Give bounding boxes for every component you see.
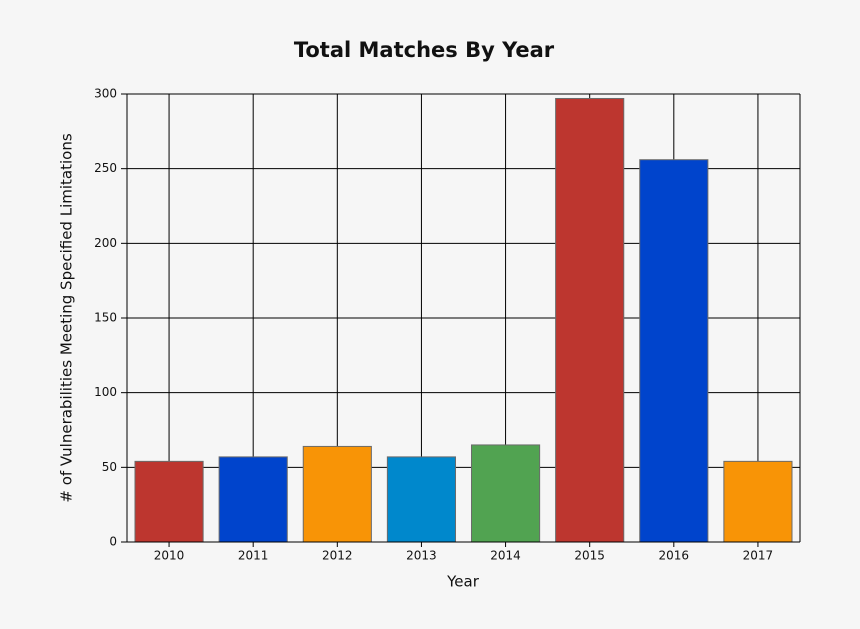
- y-tick-label: 50: [102, 460, 117, 474]
- bar: [470, 444, 541, 543]
- x-tick-label: 2017: [743, 549, 774, 563]
- y-tick-label: 100: [94, 385, 117, 399]
- bar: [302, 445, 372, 543]
- y-tick-label: 150: [94, 311, 117, 325]
- x-tick-label: 2013: [406, 549, 437, 563]
- y-tick-label: 300: [94, 87, 117, 101]
- x-tick-label: 2011: [238, 549, 269, 563]
- x-tick-label: 2010: [154, 549, 185, 563]
- x-axis-label: Year: [446, 573, 480, 591]
- chart-title: Total Matches By Year: [294, 38, 555, 62]
- bar: [639, 159, 709, 543]
- y-tick-label: 250: [94, 161, 117, 175]
- bar: [134, 460, 204, 543]
- y-tick-label: 200: [94, 236, 117, 250]
- x-tick-label: 2016: [659, 549, 690, 563]
- bar: [386, 456, 457, 543]
- x-tick-label: 2012: [322, 549, 353, 563]
- bar: [723, 460, 793, 543]
- x-tick-label: 2015: [574, 549, 605, 563]
- x-tick-label: 2014: [490, 549, 521, 563]
- y-axis-label: # of Vulnerabilities Meeting Specified L…: [58, 133, 76, 502]
- bar: [555, 97, 625, 543]
- y-tick-label: 0: [109, 535, 117, 549]
- bar: [218, 456, 288, 543]
